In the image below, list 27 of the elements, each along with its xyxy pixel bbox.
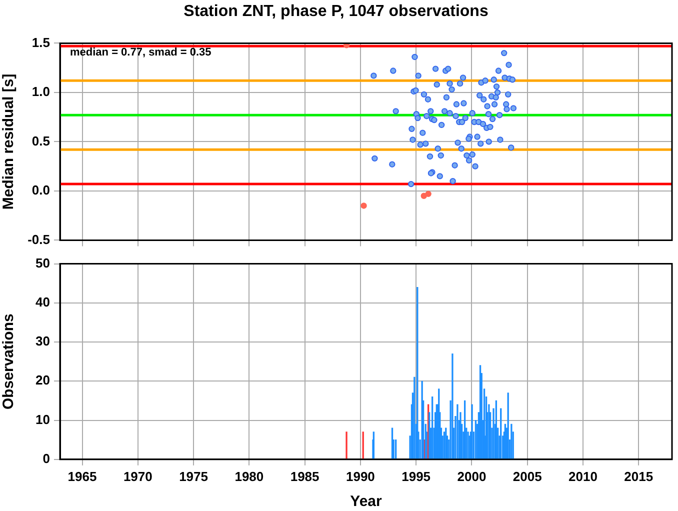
y-tick-label: 40: [36, 294, 50, 310]
y-tick-label: 30: [36, 334, 50, 349]
y-tick-label: 20: [36, 372, 50, 388]
y-tick-label: 1.0: [32, 84, 50, 100]
y-tick-label: -0.5: [28, 232, 50, 247]
y-axis-title: Observations: [0, 314, 18, 410]
y-tick-label: 0: [42, 450, 50, 466]
x-tick-label: 1995: [402, 468, 431, 484]
y-axis-title: Median residual [s]: [0, 74, 18, 210]
y-tick-label: 50: [36, 255, 50, 270]
annotation: median = 0.77, smad = 0.35: [70, 46, 212, 59]
x-tick-label: 1965: [68, 468, 97, 484]
x-tick-label: 1975: [179, 468, 208, 484]
x-tick-label: 1990: [346, 468, 375, 484]
x-tick-label: 1985: [290, 468, 320, 484]
chart-title: Station ZNT, phase P, 1047 observations: [184, 3, 488, 20]
y-tick-label: 10: [36, 412, 50, 427]
x-tick-label: 2010: [568, 468, 598, 484]
y-tick-label: 0.0: [32, 182, 50, 198]
y-tick-label: 0.5: [32, 133, 50, 148]
x-tick-label: 2015: [624, 468, 654, 484]
y-tick-label: 1.5: [32, 34, 50, 50]
x-tick-label: 1970: [123, 468, 152, 484]
x-axis-title: Year: [350, 493, 382, 510]
x-tick-label: 1980: [234, 468, 264, 484]
x-tick-label: 2000: [457, 468, 486, 484]
x-tick-label: 2005: [512, 468, 542, 484]
